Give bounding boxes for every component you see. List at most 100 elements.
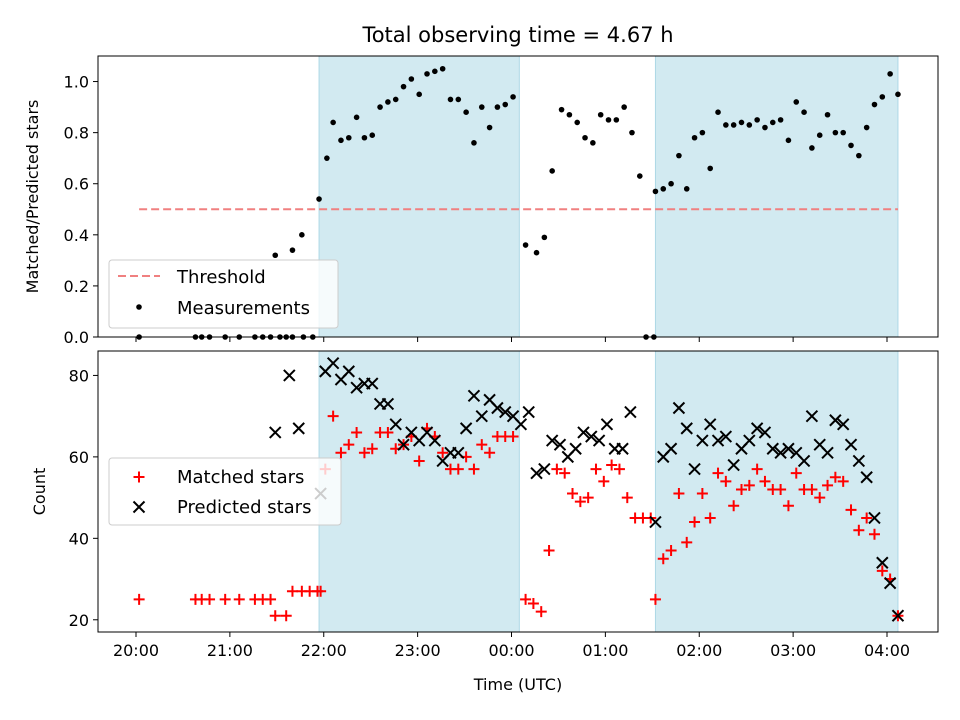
measurement-point — [549, 168, 555, 174]
measurement-point — [353, 114, 360, 121]
predicted-star-point — [342, 365, 355, 378]
measurement-point — [691, 134, 698, 141]
matched-star-point — [673, 488, 685, 500]
measurement-point — [566, 111, 573, 118]
measurement-point — [785, 137, 792, 144]
matched-star-point — [775, 483, 787, 495]
matched-star-point — [743, 479, 755, 491]
matched-star-point — [696, 488, 708, 500]
measurement-point — [683, 186, 690, 192]
x-tick-label: 00:00 — [488, 641, 534, 660]
measurement-point — [636, 173, 643, 179]
matched-star-point — [476, 439, 488, 451]
predicted-star-point — [577, 426, 590, 439]
matched-star-point — [315, 585, 327, 597]
measurement-point — [574, 119, 581, 126]
x-tick-label: 02:00 — [676, 641, 722, 660]
predicted-star-point — [891, 609, 905, 622]
predicted-star-point — [616, 442, 629, 455]
x-tick-label: 03:00 — [770, 641, 816, 660]
predicted-star-point — [269, 426, 282, 439]
predicted-star-point — [553, 438, 567, 451]
measurement-point — [738, 119, 745, 126]
matched-star-point — [484, 447, 496, 459]
predicted-star-point — [569, 442, 582, 455]
predicted-star-point — [624, 405, 637, 419]
x-tick-label: 01:00 — [582, 641, 628, 660]
predicted-star-point — [868, 511, 881, 525]
matched-star-point — [657, 553, 669, 565]
predicted-star-point — [475, 409, 488, 423]
top-y-tick-label: 0.8 — [64, 124, 89, 143]
top-shaded-interval — [318, 55, 520, 338]
predicted-star-point — [696, 434, 709, 447]
measurement-point — [541, 234, 548, 241]
measurement-point — [816, 132, 823, 138]
matched-star-point — [728, 500, 740, 512]
matched-star-point — [735, 483, 747, 495]
matched-star-point — [567, 488, 579, 500]
matched-star-point — [358, 447, 370, 459]
legend-matched-label: Matched stars — [177, 467, 304, 488]
measurement-point — [660, 186, 667, 192]
measurement-point — [289, 247, 296, 253]
measurement-point — [613, 117, 620, 123]
predicted-star-point — [766, 442, 779, 455]
measurement-point — [361, 134, 368, 141]
measurement-point — [582, 134, 588, 141]
measurement-point — [324, 155, 330, 161]
top-y-axis-label: Matched/Predicted stars — [23, 100, 42, 294]
top-legend: Threshold Measurements — [108, 259, 339, 329]
matched-star-point — [720, 475, 732, 487]
measurement-point — [824, 111, 831, 118]
matched-star-point — [704, 512, 716, 524]
predicted-star-point — [797, 454, 811, 468]
measurement-point — [478, 104, 485, 110]
matched-star-point — [280, 610, 292, 622]
predicted-star-point — [538, 462, 551, 476]
predicted-star-point — [592, 434, 606, 447]
measurement-point — [801, 109, 807, 115]
predicted-star-point — [397, 438, 410, 451]
matched-star-point — [689, 516, 701, 528]
measurement-point — [730, 122, 737, 128]
matched-star-point — [613, 463, 625, 475]
top-y-tick-label: 0.4 — [64, 226, 89, 245]
predicted-star-point — [680, 422, 693, 435]
measurement-point — [895, 91, 901, 98]
predicted-star-point — [491, 401, 504, 415]
measurement-point — [463, 109, 469, 115]
matched-star-point — [366, 443, 378, 455]
measurement-point — [416, 91, 422, 98]
matched-star-point — [437, 447, 449, 459]
measurement-point — [605, 117, 612, 123]
measurement-point — [494, 104, 501, 110]
matched-star-point — [335, 447, 347, 459]
predicted-star-point — [283, 369, 296, 382]
measurement-point — [369, 132, 376, 138]
matched-star-point — [649, 593, 661, 605]
measurement-point — [533, 249, 540, 256]
matched-star-point — [868, 528, 880, 540]
matched-star-point — [327, 410, 339, 422]
chart-title: Total observing time = 4.67 h — [361, 23, 673, 47]
predicted-star-point — [719, 430, 733, 443]
matched-star-point — [876, 565, 888, 577]
measurement-point — [879, 94, 886, 100]
predicted-star-point — [782, 442, 795, 455]
measurement-point — [408, 76, 415, 82]
measurement-point — [769, 119, 776, 126]
matched-star-point — [665, 545, 677, 557]
measurement-point — [856, 152, 862, 159]
matched-star-point — [343, 439, 355, 451]
matched-star-point — [551, 463, 563, 475]
matched-star-point — [233, 593, 245, 605]
predicted-star-point — [530, 466, 543, 480]
measurement-point — [848, 142, 854, 149]
measurement-point — [723, 122, 729, 128]
measurement-point — [863, 124, 870, 131]
legend-predicted-label: Predicted stars — [177, 497, 311, 518]
top-axes-frame — [97, 55, 939, 338]
predicted-star-point — [743, 434, 756, 447]
predicted-star-point — [758, 426, 772, 439]
